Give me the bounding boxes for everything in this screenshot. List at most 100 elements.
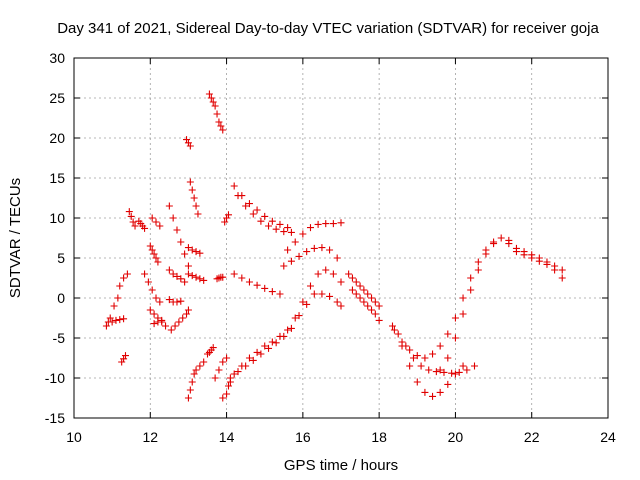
x-tick-label: 20 (448, 429, 464, 445)
data-point (417, 362, 425, 370)
data-point (234, 192, 242, 200)
data-point (217, 122, 225, 130)
data-series-arc-e (125, 208, 139, 230)
data-series-arc-ab (234, 192, 295, 236)
x-axis-label: GPS time / hours (284, 457, 398, 474)
data-series-arc-f (135, 217, 149, 232)
data-point (520, 251, 528, 259)
data-point (211, 374, 219, 382)
data-point (268, 288, 276, 296)
data-point (245, 200, 253, 208)
data-point (467, 274, 475, 282)
data-point (261, 212, 269, 220)
data-point (261, 284, 269, 292)
data-point (192, 366, 200, 374)
data-point (429, 350, 437, 358)
data-point (121, 352, 129, 360)
data-point (306, 224, 314, 232)
data-point (219, 273, 227, 281)
data-series-arc-q (186, 178, 202, 218)
data-point (375, 316, 383, 324)
data-point (230, 182, 238, 190)
data-point (310, 244, 318, 252)
data-point (337, 219, 345, 227)
data-point (388, 322, 396, 330)
x-tick-label: 10 (66, 429, 82, 445)
data-point (148, 214, 156, 222)
data-point (221, 218, 229, 226)
data-point (148, 246, 156, 254)
data-point (322, 266, 330, 274)
data-point (146, 242, 154, 250)
data-series-arc-b (104, 315, 128, 326)
data-series-arc-o (165, 296, 185, 306)
data-series-arc-ae (230, 270, 284, 298)
data-point (146, 306, 154, 314)
data-point (120, 274, 128, 282)
data-series-arc-h (146, 242, 162, 266)
data-series-arc-r (184, 244, 204, 257)
data-point (360, 286, 368, 294)
data-series-arc-am (436, 240, 498, 374)
data-point (102, 322, 110, 330)
data-point (390, 326, 398, 334)
data-point (144, 278, 152, 286)
data-point (223, 390, 231, 398)
data-point (183, 310, 191, 318)
data-point (209, 98, 217, 106)
data-point (177, 238, 185, 246)
data-point (219, 126, 227, 134)
data-point (528, 254, 536, 262)
data-point (249, 210, 257, 218)
data-point (114, 294, 122, 302)
data-point (257, 350, 265, 358)
x-tick-label: 12 (142, 429, 158, 445)
data-point (120, 315, 128, 323)
data-marks (102, 90, 566, 402)
data-point (268, 217, 276, 225)
data-point (482, 250, 490, 258)
data-point (238, 274, 246, 282)
data-point (337, 278, 345, 286)
data-point (287, 228, 295, 236)
data-point (368, 294, 376, 302)
data-point (188, 272, 196, 280)
data-point (295, 252, 303, 260)
data-point (192, 202, 200, 210)
data-point (110, 302, 118, 310)
data-point (150, 250, 158, 258)
data-point (141, 270, 149, 278)
data-point (368, 306, 376, 314)
chart-title: Day 341 of 2021, Sidereal Day-to-day VTE… (57, 20, 599, 37)
data-point (156, 298, 164, 306)
data-series-arc-x (211, 354, 231, 382)
data-point (440, 368, 448, 376)
data-series-arc-v (204, 344, 217, 358)
data-point (184, 306, 192, 314)
data-point (558, 274, 566, 282)
x-tick-label: 24 (600, 429, 616, 445)
data-point (242, 362, 250, 370)
x-tick-label: 16 (295, 429, 311, 445)
data-point (177, 275, 185, 283)
data-point (265, 344, 273, 352)
data-point (432, 368, 440, 376)
data-point (219, 358, 227, 366)
data-point (421, 388, 429, 396)
axis-ticks: 10 12 14 16 18 20 22 24 -15 -10 -5 0 5 10 15 20 25 30 (45, 50, 616, 445)
data-point (284, 224, 292, 232)
data-point (314, 220, 322, 228)
data-series-arc-n (165, 266, 189, 286)
data-point (184, 270, 192, 278)
data-point (398, 338, 406, 346)
data-point (253, 206, 261, 214)
data-point (184, 244, 192, 252)
data-point (276, 290, 284, 298)
data-point (162, 322, 170, 330)
y-tick-label: 30 (49, 50, 65, 66)
data-point (345, 270, 353, 278)
data-point (141, 224, 149, 232)
data-point (303, 248, 311, 256)
data-point (131, 222, 139, 230)
data-point (535, 257, 543, 265)
